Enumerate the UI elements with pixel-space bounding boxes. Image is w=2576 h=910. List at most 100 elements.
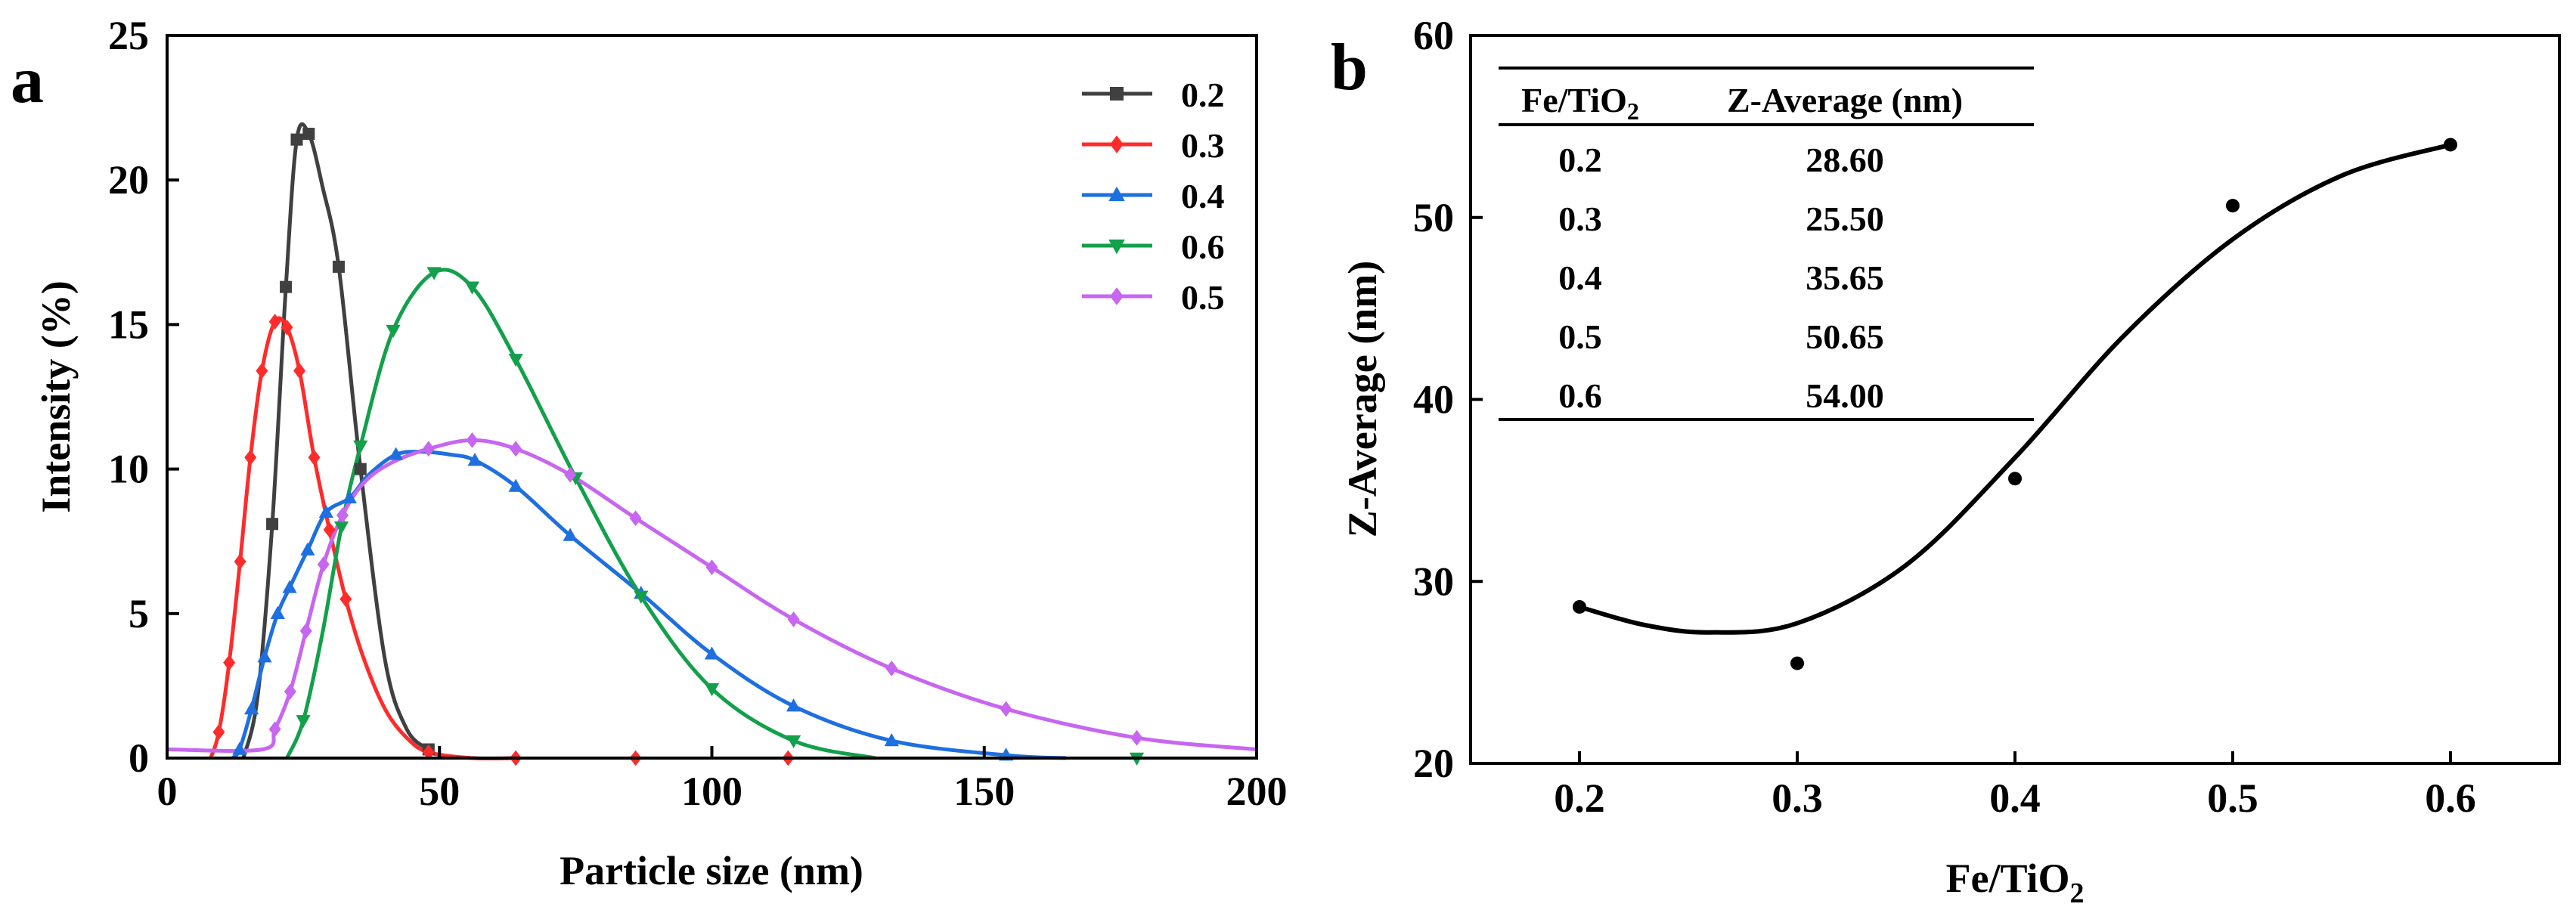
series-0.4-marker [282, 580, 297, 593]
series-0.5-marker [1000, 701, 1012, 717]
series-0.5-marker [268, 721, 281, 738]
table-cell-ratio: 0.2 [1558, 141, 1602, 179]
table-cell-zaverage: 54.00 [1806, 376, 1884, 415]
legend-marker-0.5 [1110, 287, 1124, 305]
series-0.2-marker [280, 280, 293, 293]
table-cell-zaverage: 50.65 [1806, 317, 1884, 356]
panel-b-letter: b [1331, 31, 1368, 104]
panel-a-legend: 0.2 0.3 0.4 0.6 0.5 [1082, 76, 1225, 317]
x-tick-label: 200 [1226, 769, 1288, 814]
series-0.5-marker [885, 661, 898, 676]
y-tick-label: 20 [108, 157, 149, 203]
data-point [1790, 656, 1804, 670]
legend-marker-0.3 [1110, 135, 1124, 153]
table-cell-zaverage: 25.50 [1806, 200, 1884, 238]
series-0.6-marker [464, 281, 480, 295]
series-0.6-marker [508, 354, 523, 367]
x-tick-label: 0.2 [1554, 775, 1605, 821]
panel-b-chart: 0.2 0.3 0.4 0.5 0.6 20 30 40 50 60 Fe/TiO2 Z-Avera… [1340, 13, 2561, 909]
panel-a-chart: 0 50 100 150 200 0 5 10 15 20 25 0.2 0.3 0.4 0.6 0.5 P… [33, 13, 1288, 893]
panel-b-ticks: 0.2 0.3 0.4 0.5 0.6 20 30 40 50 60 [1413, 13, 2476, 821]
series-0.6-marker [426, 267, 442, 280]
series-line-0.4 [231, 450, 1066, 760]
y-tick-label: 20 [1413, 741, 1454, 786]
series-0.6-marker [353, 440, 368, 454]
series-0.3-marker [244, 449, 257, 466]
data-point [2444, 138, 2457, 152]
legend-marker-0.6 [1108, 239, 1125, 255]
y-tick-label: 25 [108, 13, 149, 58]
series-0.2-marker [290, 133, 303, 146]
series-0.4-marker [244, 701, 259, 715]
series-0.5-marker [564, 466, 577, 483]
series-0.4-marker [786, 698, 801, 712]
table-cell-ratio: 0.4 [1558, 258, 1602, 297]
x-tick-label: 0.6 [2425, 775, 2476, 821]
legend-label: 0.2 [1181, 76, 1225, 114]
series-0.3-marker [293, 363, 306, 379]
panel-a-series-lines [166, 122, 1257, 761]
panel-b-points [1573, 138, 2457, 670]
panel-a-y-axis-label: Intensity (%) [33, 280, 79, 513]
series-line-0.5 [166, 438, 1257, 753]
y-tick-label: 60 [1413, 13, 1454, 58]
series-0.6-marker [704, 683, 720, 697]
legend-label: 0.3 [1181, 126, 1225, 165]
series-0.5-marker [422, 441, 435, 457]
table-cell-ratio: 0.6 [1558, 376, 1602, 415]
panel-b-frame [1469, 34, 2561, 765]
series-0.2-marker [266, 518, 279, 531]
panel-a-ticks: 0 50 100 150 200 0 5 10 15 20 25 [108, 13, 1288, 814]
data-point [1573, 599, 1586, 614]
series-0.4-marker [467, 453, 482, 466]
series-line-0.2 [241, 122, 430, 759]
series-0.4-marker [318, 504, 333, 518]
series-0.3-marker [339, 591, 352, 608]
legend-label: 0.4 [1181, 177, 1225, 215]
x-tick-label: 100 [681, 769, 742, 814]
series-0.6-marker [296, 715, 311, 729]
series-0.5-marker [629, 510, 642, 527]
panel-b-y-axis-label: Z-Average (nm) [1340, 261, 1385, 537]
series-0.4-marker [563, 528, 578, 541]
series-0.3-marker [308, 449, 321, 466]
series-0.6-marker [634, 590, 649, 604]
series-0.5-marker [299, 623, 312, 639]
series-0.5-marker [787, 611, 800, 627]
legend-label: 0.5 [1181, 278, 1225, 317]
series-0.3-marker [212, 724, 225, 740]
series-0.3-marker [234, 553, 246, 570]
table-cell-zaverage: 35.65 [1806, 258, 1884, 297]
legend-label: 0.6 [1181, 228, 1225, 266]
series-0.3-marker [256, 363, 268, 379]
series-0.4-marker [342, 490, 357, 504]
y-tick-label: 5 [129, 591, 149, 636]
table-cell-ratio: 0.3 [1558, 200, 1602, 238]
fit-curve-line [1579, 142, 2451, 635]
x-tick-label: 50 [419, 769, 460, 814]
table-header-zaverage: Z-Average (nm) [1727, 81, 1963, 119]
series-0.5-marker [705, 559, 718, 576]
panel-a-letter: a [11, 44, 44, 117]
table-cell-ratio: 0.5 [1558, 317, 1602, 356]
series-0.3-marker [268, 314, 281, 330]
series-0.3-marker [281, 319, 293, 336]
data-point [2226, 199, 2240, 213]
series-0.3-marker [223, 655, 236, 671]
x-tick-label: 0.4 [1989, 775, 2041, 821]
series-0.4-marker [270, 605, 285, 619]
series-0.6-marker [386, 324, 401, 339]
y-tick-label: 0 [129, 735, 149, 781]
x-tick-label: 0.5 [2207, 775, 2258, 821]
series-0.3-marker [323, 522, 336, 538]
legend-marker-0.4 [1108, 186, 1125, 202]
series-0.4-marker [508, 478, 523, 492]
x-tick-label: 0.3 [1772, 775, 1823, 821]
x-tick-label: 0 [157, 769, 178, 814]
y-tick-label: 50 [1413, 195, 1454, 240]
series-0.2-marker [332, 260, 345, 273]
table-cell-zaverage: 28.60 [1806, 141, 1884, 179]
legend-marker-0.2 [1110, 87, 1124, 101]
series-0.4-marker [232, 741, 247, 755]
panel-b-inset-table: Fe/TiO2 Z-Average (nm) 0.2 28.60 0.3 25.50 0.4… [1499, 67, 2034, 421]
